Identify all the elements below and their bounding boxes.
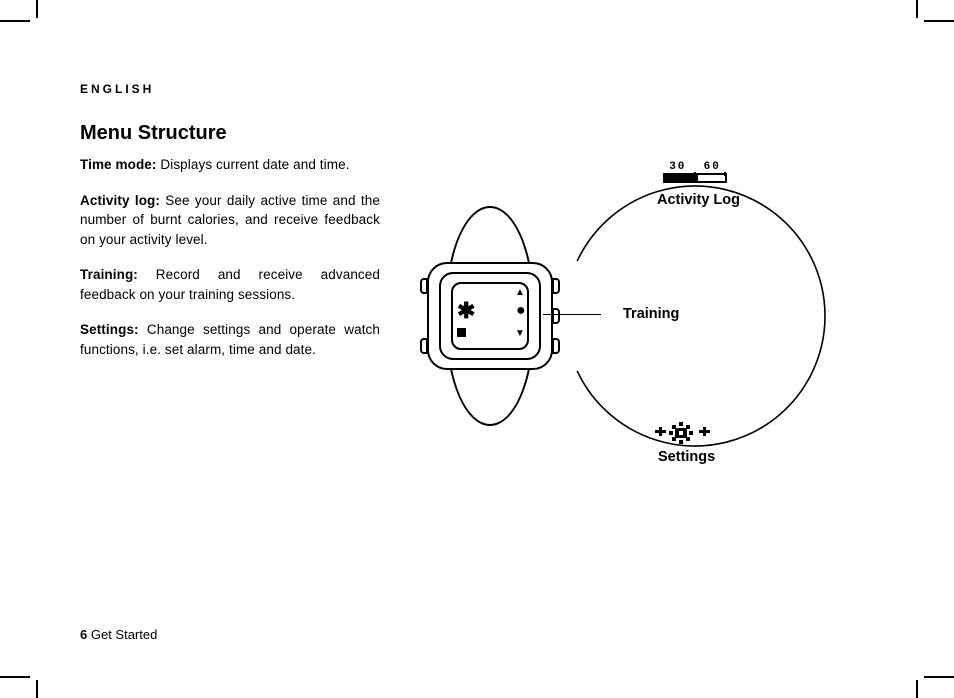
crop-mark [0,676,30,678]
menu-diagram: ✱ ▲ ● ▼ 30 60 Activi [415,146,875,486]
progress-bar-icon: 30 60 [663,162,727,186]
progress-tick [724,172,726,176]
para-label: Training: [80,267,138,282]
leader-line [543,314,601,315]
crop-mark [916,680,918,698]
star-icon: ✱ [457,298,475,324]
menu-item-activity-log: Activity Log [657,192,740,208]
menu-circle: 30 60 Activity Log Training [565,164,855,469]
up-arrow-icon: ▲ [515,287,525,298]
crop-mark [0,20,30,22]
progress-num-left: 30 [669,161,686,173]
watch-icon: ✱ ▲ ● ▼ [415,206,565,426]
progress-fill [665,175,698,181]
footer-section: Get Started [87,627,157,642]
menu-item-training: Training [623,306,679,322]
progress-tick [694,172,696,176]
crop-mark [916,0,918,18]
body-column: Time mode: Displays current date and tim… [80,155,380,360]
dot-icon: ● [516,306,526,316]
para-activity-log: Activity log: See your daily active time… [80,191,380,250]
crop-mark [36,680,38,698]
progress-numbers: 30 60 [663,162,727,172]
para-training: Training: Record and receive advanced fe… [80,265,380,304]
para-label: Activity log: [80,193,160,208]
watch-button [552,278,560,294]
watch-button [552,308,560,324]
para-label: Settings: [80,322,139,337]
watch-button [420,278,428,294]
down-arrow-icon: ▼ [515,328,525,339]
crop-mark [924,20,954,22]
page-footer: 6 Get Started [80,627,157,642]
page-content: ENGLISH Menu Structure Time mode: Displa… [80,82,880,642]
watch-button [420,338,428,354]
para-label: Time mode: [80,157,157,172]
gears-icon [653,420,719,446]
menu-item-settings: Settings [658,449,715,465]
para-text: Displays current date and time. [157,157,350,172]
crop-mark [36,0,38,18]
page-title: Menu Structure [80,122,880,145]
progress-num-right: 60 [704,161,721,173]
watch-button [552,338,560,354]
para-settings: Settings: Change settings and operate wa… [80,320,380,359]
crop-mark [924,676,954,678]
language-label: ENGLISH [80,82,880,96]
progress-track [663,173,727,183]
para-time-mode: Time mode: Displays current date and tim… [80,155,380,175]
stop-icon [457,328,466,337]
